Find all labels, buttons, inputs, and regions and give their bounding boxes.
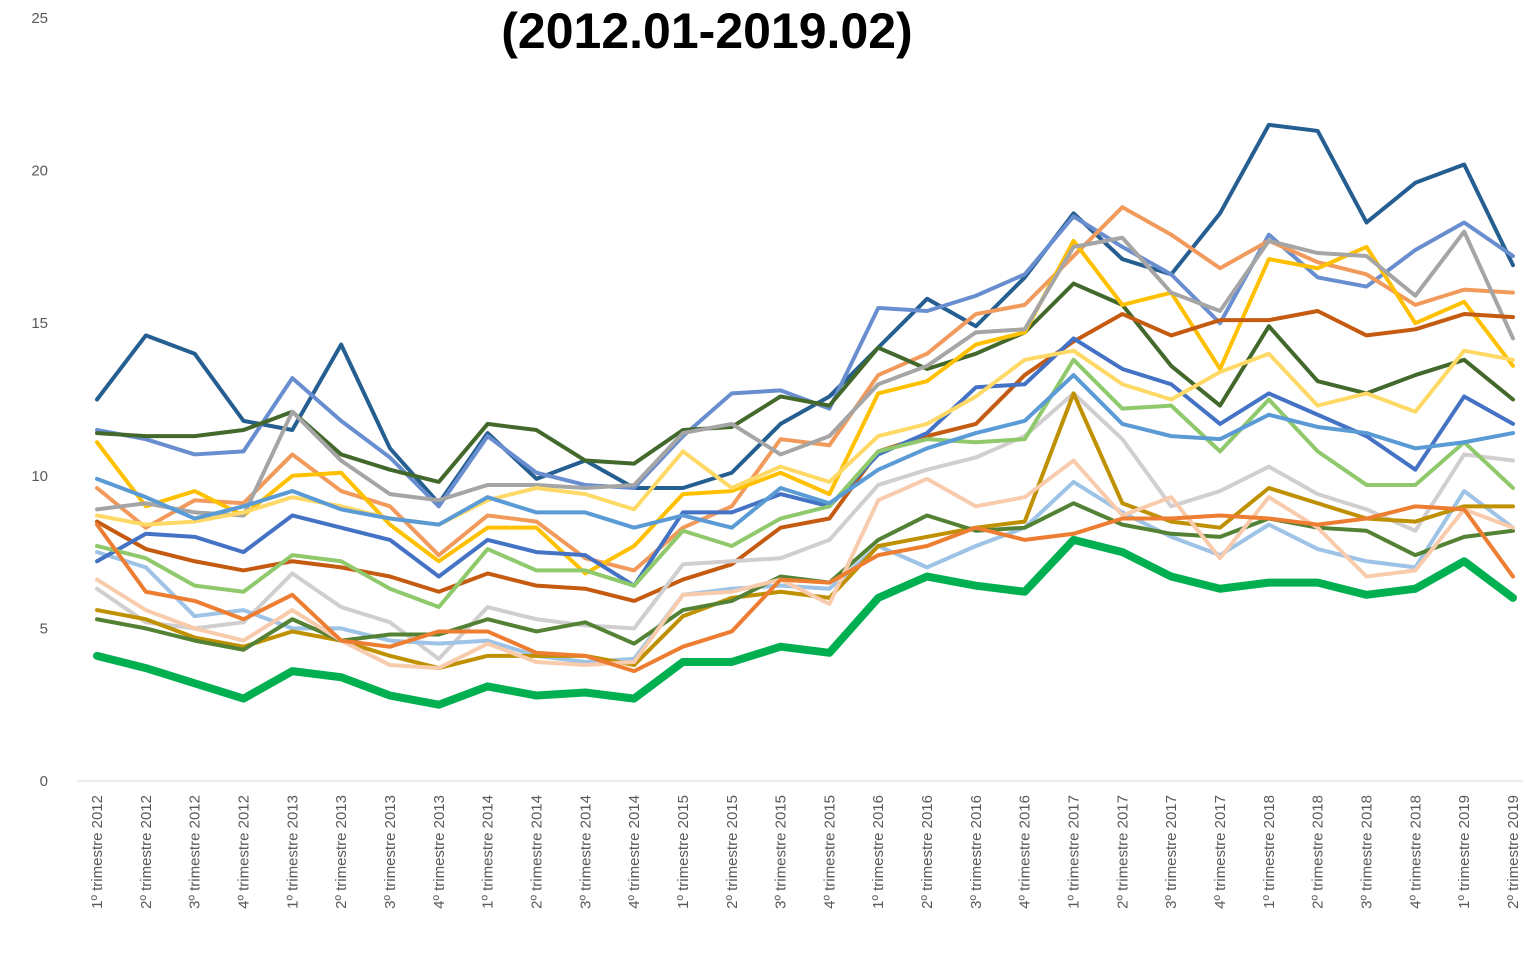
- x-tick-label: 3º trimestre 2013: [382, 795, 399, 909]
- y-tick-label: 10: [31, 468, 48, 485]
- series-line: [95, 391, 1515, 661]
- x-tick-label: 3º trimestre 2015: [773, 795, 790, 909]
- x-tick-label: 4º trimestre 2014: [626, 795, 643, 909]
- series-line: [95, 308, 1515, 603]
- x-tick-label: 1º trimestre 2017: [1066, 795, 1083, 909]
- y-tick-label: 20: [31, 163, 48, 180]
- x-tick-label: 4º trimestre 2012: [235, 795, 252, 909]
- series-line: [95, 336, 1515, 588]
- x-tick-label: 1º trimestre 2013: [284, 795, 301, 909]
- y-tick-label: 0: [40, 773, 48, 790]
- x-tick-label: 2º trimestre 2014: [528, 795, 545, 909]
- x-tick-label: 2º trimestre 2015: [724, 795, 741, 909]
- series-line: [95, 229, 1515, 518]
- x-tick-label: 3º trimestre 2012: [187, 795, 204, 909]
- x-tick-label: 2º trimestre 2016: [919, 795, 936, 909]
- x-tick-label: 2º trimestre 2017: [1114, 795, 1131, 909]
- x-tick-label: 2º trimestre 2013: [333, 795, 350, 909]
- x-tick-label: 3º trimestre 2018: [1359, 795, 1376, 909]
- series-line: [95, 238, 1515, 576]
- series-line: [95, 504, 1515, 674]
- x-tick-label: 2º trimestre 2019: [1505, 795, 1522, 909]
- series-line: [95, 479, 1515, 664]
- x-tick-label: 1º trimestre 2019: [1456, 795, 1473, 909]
- x-tick-label: 2º trimestre 2018: [1310, 795, 1327, 909]
- y-tick-label: 5: [40, 620, 48, 637]
- x-tick-label: 4º trimestre 2017: [1212, 795, 1229, 909]
- x-tick-label: 1º trimestre 2014: [480, 795, 497, 909]
- x-tick-label: 4º trimestre 2013: [431, 795, 448, 909]
- x-tick-label: 1º trimestre 2016: [870, 795, 887, 909]
- x-tick-label: 3º trimestre 2016: [968, 795, 985, 909]
- x-tick-label: 4º trimestre 2018: [1407, 795, 1424, 909]
- series-line: [95, 281, 1515, 484]
- series-line: [93, 535, 1517, 709]
- x-tick-label: 1º trimestre 2012: [89, 795, 106, 909]
- chart-title: (2012.01-2019.02): [501, 3, 912, 59]
- x-tick-label: 2º trimestre 2012: [138, 795, 155, 909]
- series-line: [95, 122, 1515, 506]
- series-line: [95, 357, 1515, 610]
- x-tick-label: 3º trimestre 2017: [1163, 795, 1180, 909]
- x-tick-label: 3º trimestre 2014: [577, 795, 594, 909]
- y-tick-label: 15: [31, 315, 48, 332]
- series-line: [95, 501, 1515, 652]
- series-line: [95, 373, 1515, 530]
- x-tick-label: 1º trimestre 2015: [675, 795, 692, 909]
- y-tick-label: 25: [31, 10, 48, 27]
- x-tick-label: 4º trimestre 2016: [1017, 795, 1034, 909]
- x-tick-label: 1º trimestre 2018: [1261, 795, 1278, 909]
- x-tick-label: 4º trimestre 2015: [821, 795, 838, 909]
